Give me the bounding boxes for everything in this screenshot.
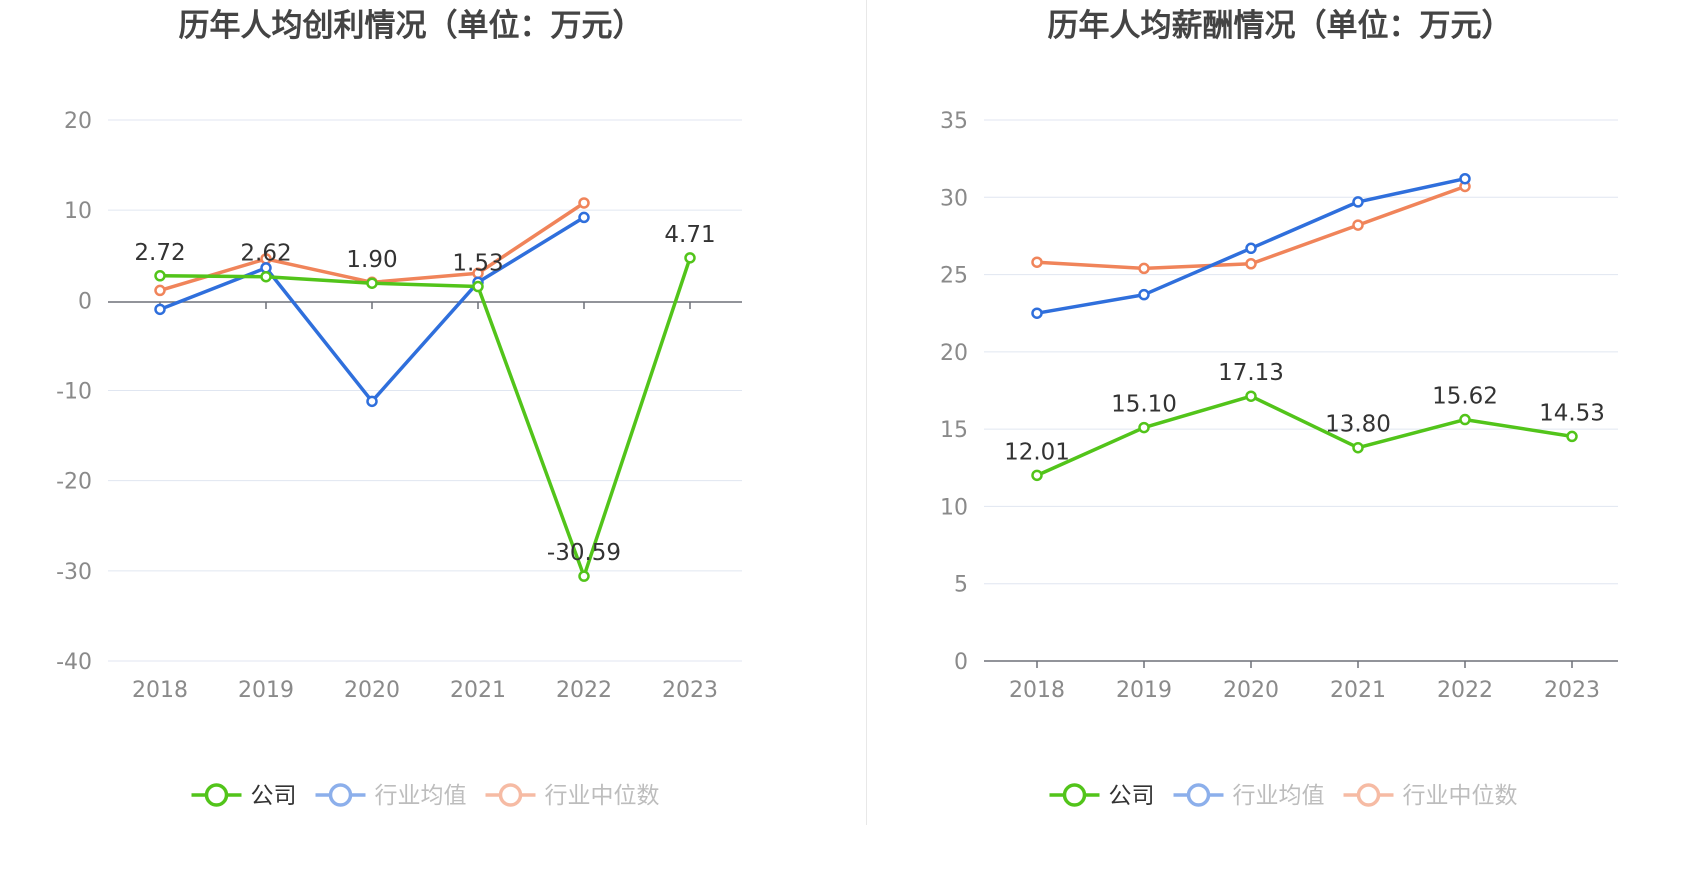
data-point xyxy=(1245,242,1257,255)
chart-title: 历年人均创利情况（单位：万元） xyxy=(179,8,644,44)
data-point xyxy=(578,197,590,209)
legend-marker xyxy=(328,783,353,807)
data-point xyxy=(1566,430,1578,443)
y-tick-label: -40 xyxy=(56,650,92,675)
series-line-salary-0 xyxy=(1036,394,1573,477)
data-point xyxy=(366,277,378,289)
data-label: 15.62 xyxy=(1432,384,1498,410)
data-point xyxy=(1459,172,1471,185)
y-tick-label: 20 xyxy=(940,341,968,366)
data-point xyxy=(1031,307,1043,319)
salary-per-capita-chart: 历年人均薪酬情况（单位：万元） 35 30 25 20 15 10 5 0 2018 2019 202… xyxy=(940,8,1618,809)
x-tick-label-2022: 2022 xyxy=(556,678,612,703)
x-tick-label-2019: 2019 xyxy=(1116,678,1172,703)
x-tick-label-2023: 2023 xyxy=(662,678,718,703)
legend-marker xyxy=(204,783,229,807)
data-point xyxy=(1459,413,1471,426)
data-label: 2.62 xyxy=(240,241,291,267)
x-tick-label-2021: 2021 xyxy=(1330,678,1386,703)
legend-label: 行业均值 xyxy=(1233,783,1325,809)
y-tick-label: 5 xyxy=(954,573,968,598)
legend-label: 行业均值 xyxy=(375,783,467,809)
data-point xyxy=(1245,390,1257,402)
legend-label: 行业中位数 xyxy=(1403,783,1518,809)
data-point xyxy=(578,211,590,224)
data-point xyxy=(472,280,484,293)
x-tick-label-2020: 2020 xyxy=(344,678,400,703)
y-tick-label: -20 xyxy=(56,470,92,495)
y-tick-label: 10 xyxy=(940,495,968,520)
data-label: 12.01 xyxy=(1004,439,1070,465)
chart-title: 历年人均薪酬情况（单位：万元） xyxy=(1048,8,1513,44)
data-point xyxy=(578,570,590,582)
legend-label: 公司 xyxy=(1109,783,1155,809)
data-point xyxy=(1138,262,1150,275)
legend-item-1[interactable]: 行业均值 xyxy=(315,783,467,809)
x-tick-label-2018: 2018 xyxy=(132,678,188,703)
legend-item-2[interactable]: 行业中位数 xyxy=(1343,783,1518,809)
data-point xyxy=(260,270,272,283)
y-tick-label: 10 xyxy=(64,199,92,224)
data-point xyxy=(1352,441,1364,454)
data-label: 14.53 xyxy=(1539,400,1605,426)
y-tick-label: 0 xyxy=(954,650,968,675)
data-point xyxy=(1352,219,1364,231)
data-point xyxy=(684,252,696,264)
data-point xyxy=(1138,421,1150,434)
legend-item-0[interactable]: 公司 xyxy=(1049,783,1155,809)
x-tick-label-2018: 2018 xyxy=(1009,678,1065,703)
data-label: 4.71 xyxy=(664,222,715,248)
legend-marker xyxy=(1186,783,1211,807)
series-line-salary-2 xyxy=(1036,184,1466,271)
data-point xyxy=(1138,288,1150,301)
data-label: -30.59 xyxy=(547,540,621,566)
y-tick-label: 0 xyxy=(78,289,92,314)
y-tick-label: -30 xyxy=(56,560,92,585)
data-point xyxy=(1245,258,1257,270)
y-tick-label: -10 xyxy=(56,380,92,405)
data-label: 2.72 xyxy=(134,240,185,266)
data-point xyxy=(366,395,378,408)
legend-item-1[interactable]: 行业均值 xyxy=(1173,783,1325,809)
legend-marker xyxy=(1356,783,1381,807)
data-label: 1.90 xyxy=(346,247,397,273)
y-tick-label: 15 xyxy=(940,418,968,443)
y-tick-label: 20 xyxy=(64,109,92,134)
legend-marker xyxy=(498,783,523,807)
data-point xyxy=(1031,469,1043,482)
x-tick-label-2020: 2020 xyxy=(1223,678,1279,703)
x-tick-label-2019: 2019 xyxy=(238,678,294,703)
legend-label: 行业中位数 xyxy=(545,783,660,809)
data-point xyxy=(1031,256,1043,268)
y-tick-label: 25 xyxy=(940,264,968,289)
legend-item-2[interactable]: 行业中位数 xyxy=(485,783,660,809)
data-point xyxy=(154,284,166,297)
y-tick-label: 35 xyxy=(940,109,968,134)
x-tick-label-2021: 2021 xyxy=(450,678,506,703)
data-point xyxy=(154,303,166,316)
data-label: 13.80 xyxy=(1325,412,1391,438)
profit-per-capita-chart: 历年人均创利情况（单位：万元） 20 10 0 -10 -20 -30 -40 2018 2019… xyxy=(56,8,742,809)
legend-marker xyxy=(1062,783,1087,807)
panel-divider xyxy=(866,0,867,825)
data-label: 17.13 xyxy=(1218,360,1284,386)
data-label: 1.53 xyxy=(452,251,503,277)
x-tick-label-2022: 2022 xyxy=(1437,678,1493,703)
data-label: 15.10 xyxy=(1111,392,1177,418)
data-point xyxy=(154,270,166,282)
legend-label: 公司 xyxy=(251,783,297,809)
data-point xyxy=(1352,196,1364,208)
series-line-profit-0 xyxy=(159,257,692,578)
x-tick-label-2023: 2023 xyxy=(1544,678,1600,703)
y-tick-label: 30 xyxy=(940,186,968,211)
legend-item-0[interactable]: 公司 xyxy=(191,783,297,809)
